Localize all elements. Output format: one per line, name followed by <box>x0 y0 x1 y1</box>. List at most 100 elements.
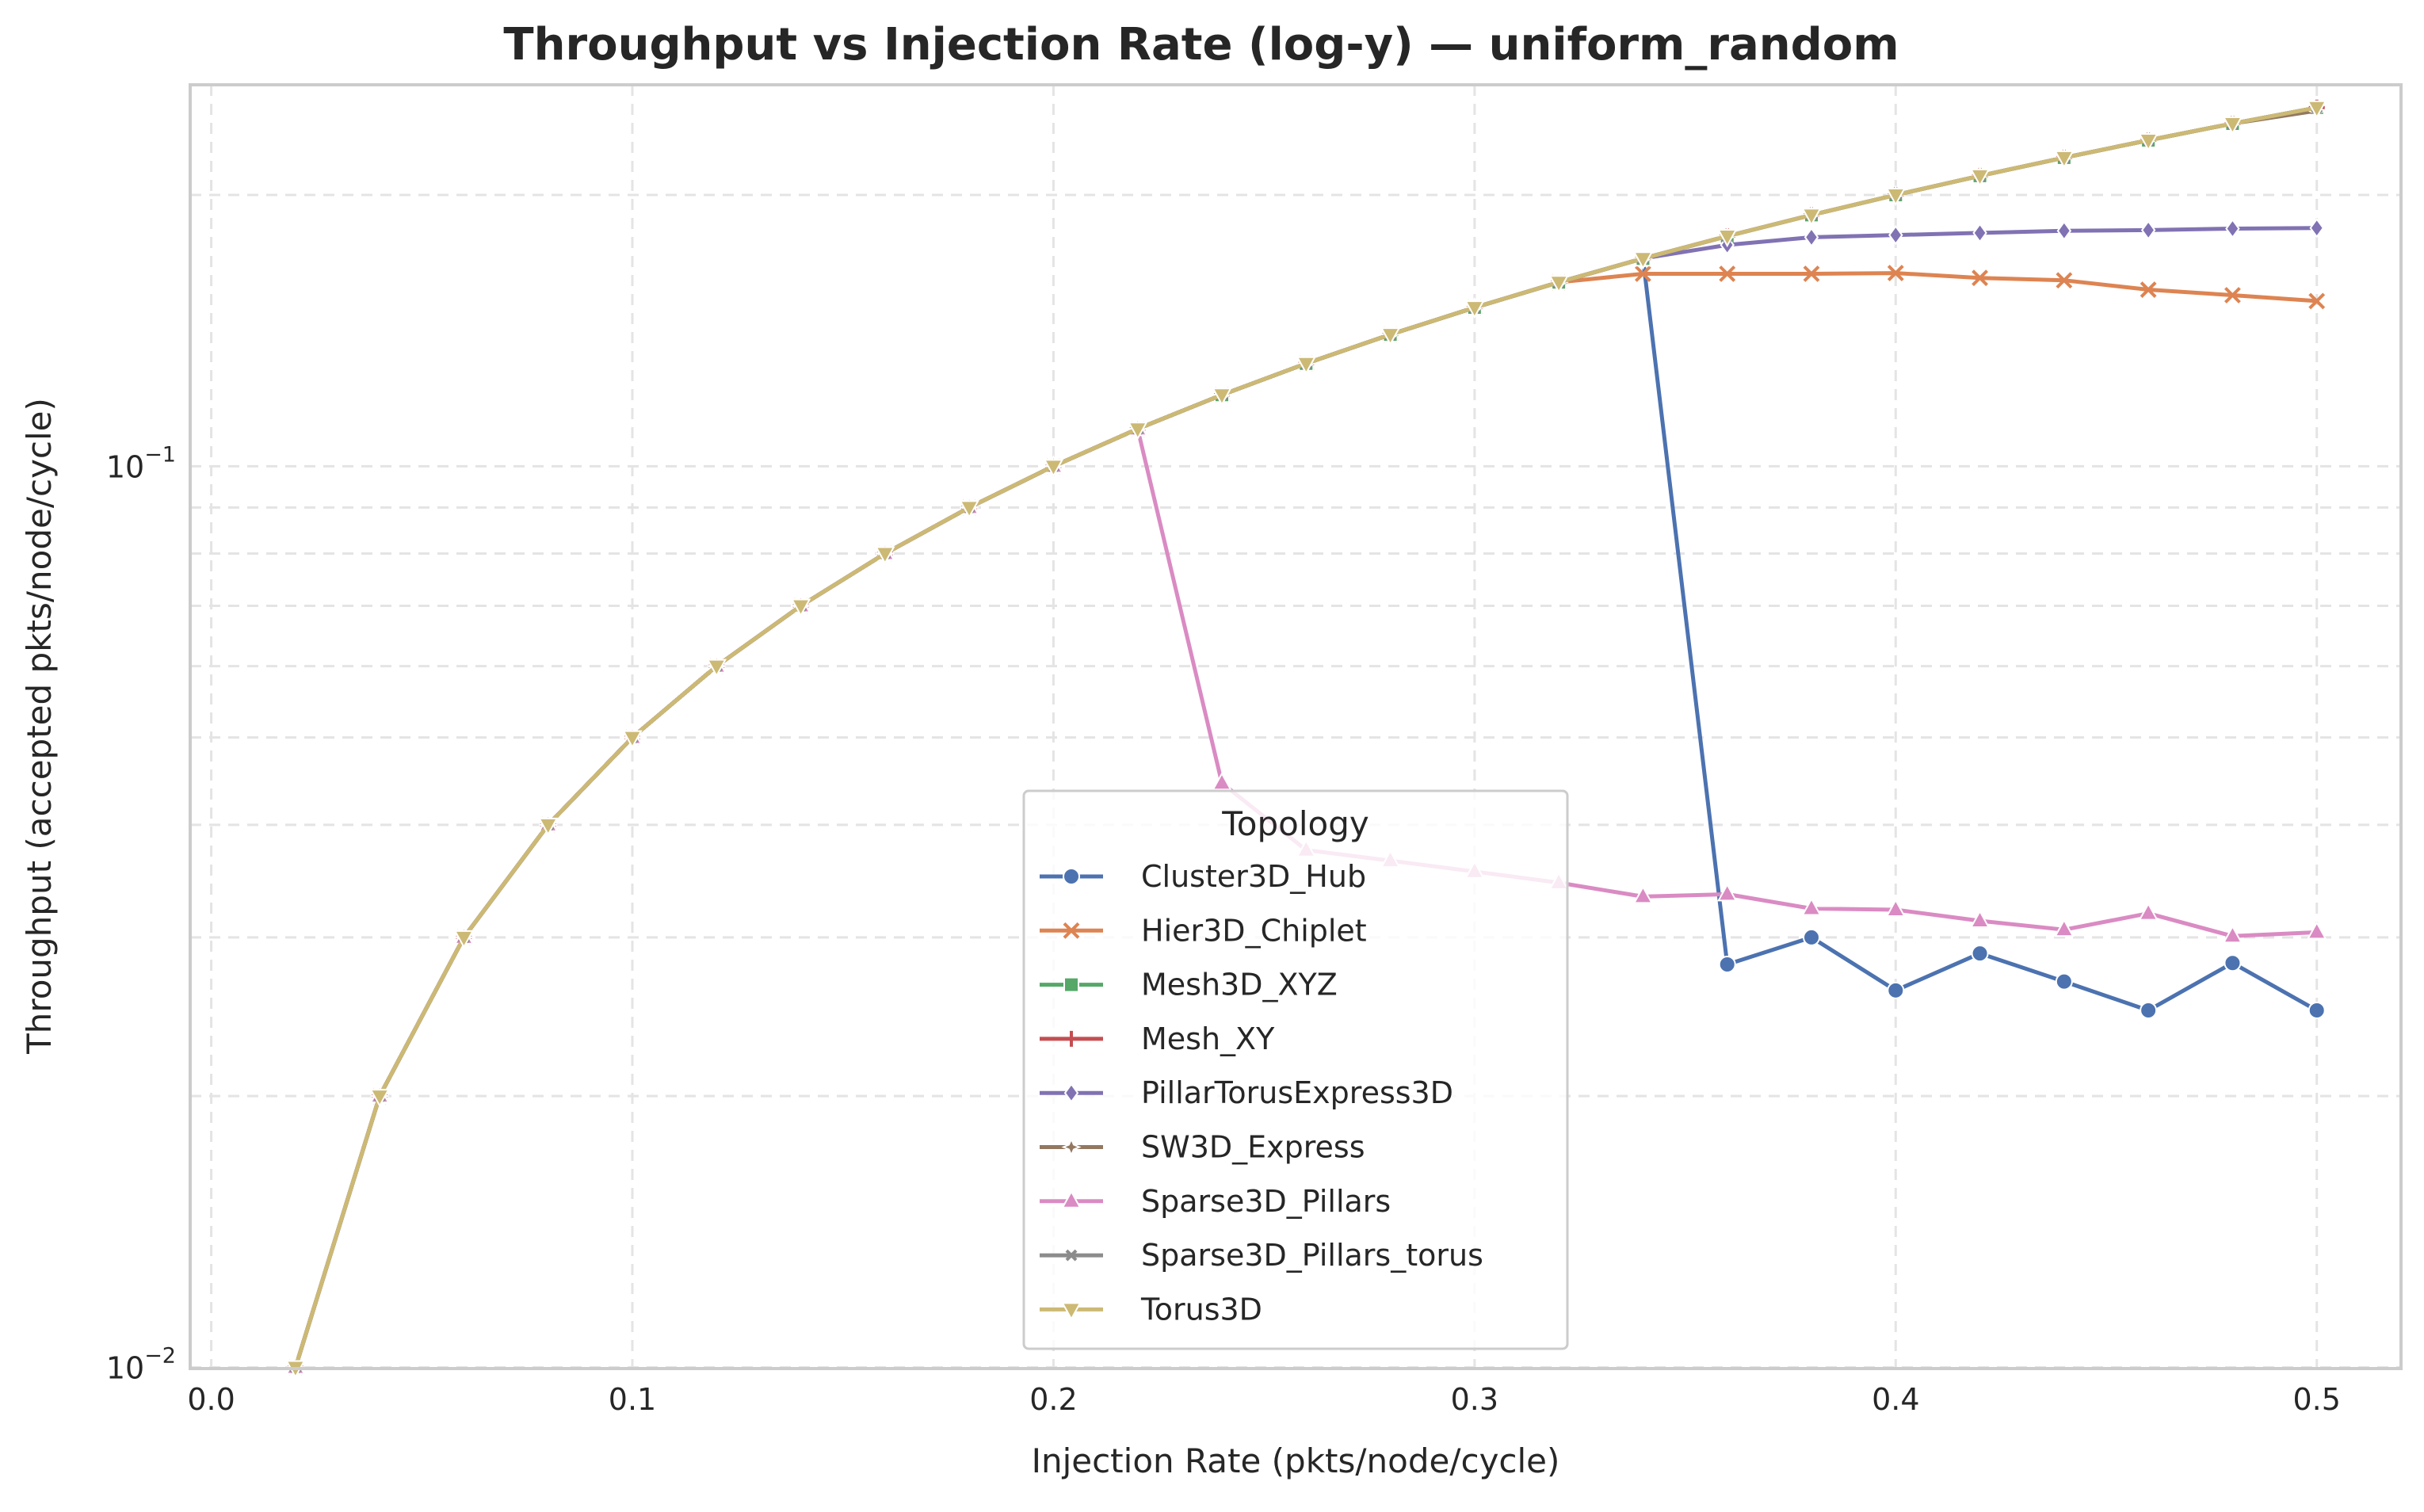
series-group <box>285 99 2327 1379</box>
data-point-hier3d-chiplet <box>2140 281 2157 298</box>
data-point-torus3d <box>1969 168 1991 187</box>
x-tick-label: 0.5 <box>2292 1382 2340 1417</box>
data-point-pillartorusexpress3d <box>1888 224 1903 246</box>
plot-frame <box>189 83 2403 1370</box>
data-point-cluster3d-hub <box>1718 956 1736 974</box>
legend-item-cluster3d-hub[interactable]: Cluster3D_Hub <box>1040 859 1366 894</box>
data-point-hier3d-chiplet <box>2308 292 2326 310</box>
data-point-sparse3d-pillars <box>1801 897 1822 916</box>
data-point-pillartorusexpress3d <box>1804 227 1819 248</box>
legend-swatch-marker <box>1065 1249 1078 1262</box>
data-point-sparse3d-pillars <box>1969 909 1991 928</box>
data-point-sparse3d-pillars <box>2054 918 2075 937</box>
legend-label: Torus3D <box>1140 1292 1262 1327</box>
data-point-torus3d <box>453 930 475 949</box>
legend-item-torus3d[interactable]: Torus3D <box>1040 1292 1262 1327</box>
data-point-sparse3d-pillars <box>1212 772 1232 791</box>
legend-swatch-marker <box>1063 922 1080 939</box>
data-point-sparse3d-pillars <box>1885 898 1906 917</box>
x-tick-label: 0.1 <box>609 1382 656 1417</box>
legend-swatch-marker <box>1063 976 1079 993</box>
data-point-sparse3d-pillars <box>1717 883 1738 902</box>
x-tick-label: 0.0 <box>187 1382 235 1417</box>
legend-swatch-marker <box>1061 1189 1082 1208</box>
data-point-hier3d-chiplet <box>1635 265 1651 282</box>
data-point-hier3d-chiplet <box>1972 269 1988 287</box>
data-point-sparse3d-pillars <box>1632 885 1654 904</box>
data-point-torus3d <box>1296 356 1316 375</box>
data-point-torus3d <box>790 598 811 617</box>
y-tick-label: 10−2 <box>106 1344 176 1386</box>
legend-label: SW3D_Express <box>1141 1130 1365 1165</box>
legend[interactable]: Topology Cluster3D_Hub Hier3D_Chiplet Mesh… <box>1022 789 1569 1350</box>
legend-box <box>1022 789 1569 1350</box>
data-point-torus3d <box>875 546 895 565</box>
data-point-cluster3d-hub <box>1803 928 1820 946</box>
legend-swatch-marker <box>1063 868 1080 885</box>
data-point-hier3d-chiplet <box>1887 265 1904 282</box>
legend-item-hier3d-chiplet[interactable]: Hier3D_Chiplet <box>1040 913 1367 948</box>
legend-item-pillartorusexpress3d[interactable]: PillarTorusExpress3D <box>1040 1075 1453 1110</box>
data-point-hier3d-chiplet <box>1803 265 1820 282</box>
legend-item-sparse3d-pillars-torus[interactable]: Sparse3D_Pillars_torus <box>1040 1238 1483 1273</box>
legend-item-sw3d-express[interactable]: SW3D_Express <box>1040 1130 1365 1165</box>
legend-label: Hier3D_Chiplet <box>1141 913 1367 948</box>
legend-swatch-marker <box>1061 1136 1082 1158</box>
data-point-sparse3d-pillars <box>2222 925 2243 944</box>
data-point-pillartorusexpress3d <box>2056 220 2072 241</box>
data-point-torus3d <box>2138 132 2159 152</box>
legend-item-mesh3d-xyz[interactable]: Mesh3D_XYZ <box>1040 968 1338 1002</box>
x-tick-label: 0.3 <box>1451 1382 1498 1417</box>
legend-swatch-marker <box>1063 1082 1079 1103</box>
data-point-hier3d-chiplet <box>2224 287 2241 304</box>
data-point-cluster3d-hub <box>2055 972 2073 991</box>
legend-item-sparse3d-pillars[interactable]: Sparse3D_Pillars <box>1040 1184 1391 1219</box>
data-point-torus3d <box>2307 100 2327 119</box>
data-point-torus3d <box>2054 150 2075 169</box>
data-point-torus3d <box>1043 459 1064 478</box>
legend-label: Sparse3D_Pillars_torus <box>1141 1238 1483 1273</box>
data-point-torus3d <box>1717 229 1738 248</box>
x-tick-label: 0.4 <box>1872 1382 1919 1417</box>
legend-label: Sparse3D_Pillars <box>1141 1184 1391 1219</box>
data-point-cluster3d-hub <box>2140 1001 2158 1019</box>
data-point-cluster3d-hub <box>1971 945 1989 963</box>
legend-title: Topology <box>1221 804 1369 843</box>
chart-title: Throughput vs Injection Rate (log-y) — u… <box>503 19 1899 71</box>
data-point-sparse3d-pillars <box>2138 902 2159 921</box>
y-tick-label: 10−1 <box>106 442 176 484</box>
legend-swatch-marker <box>1061 1302 1082 1321</box>
data-point-torus3d <box>2222 116 2243 136</box>
data-point-cluster3d-hub <box>1887 981 1905 999</box>
data-point-hier3d-chiplet <box>2056 272 2073 289</box>
data-point-torus3d <box>538 817 559 836</box>
data-point-torus3d <box>1885 187 1906 207</box>
data-point-torus3d <box>1380 327 1401 346</box>
series-torus3d <box>285 100 2327 1379</box>
data-point-torus3d <box>1464 300 1485 319</box>
data-point-cluster3d-hub <box>2308 1001 2326 1019</box>
data-point-pillartorusexpress3d <box>1972 223 1987 243</box>
data-point-torus3d <box>706 659 727 678</box>
data-point-torus3d <box>369 1089 390 1108</box>
legend-label: Mesh_XY <box>1141 1021 1275 1056</box>
data-point-hier3d-chiplet <box>1719 265 1736 282</box>
legend-swatch-marker <box>1063 1030 1079 1047</box>
data-point-sparse3d-pillars <box>2307 921 2327 940</box>
data-point-torus3d <box>1632 251 1654 270</box>
legend-item-mesh-xy[interactable]: Mesh_XY <box>1040 1021 1275 1056</box>
legend-label: PillarTorusExpress3D <box>1141 1075 1453 1110</box>
data-point-pillartorusexpress3d <box>2225 218 2240 239</box>
ticks: 0.0 0.1 0.2 0.3 0.4 0.5 10−2 10−1 <box>106 442 2341 1417</box>
data-point-torus3d <box>1128 422 1148 441</box>
data-point-torus3d <box>1801 208 1822 227</box>
data-point-pillartorusexpress3d <box>2309 218 2324 239</box>
data-point-torus3d <box>1548 275 1569 294</box>
data-point-torus3d <box>959 500 979 519</box>
x-tick-label: 0.2 <box>1029 1382 1077 1417</box>
y-axis-label: Throughput (accepted pkts/node/cycle) <box>20 398 59 1055</box>
data-point-cluster3d-hub <box>2224 954 2242 972</box>
legend-label: Mesh3D_XYZ <box>1141 968 1338 1002</box>
